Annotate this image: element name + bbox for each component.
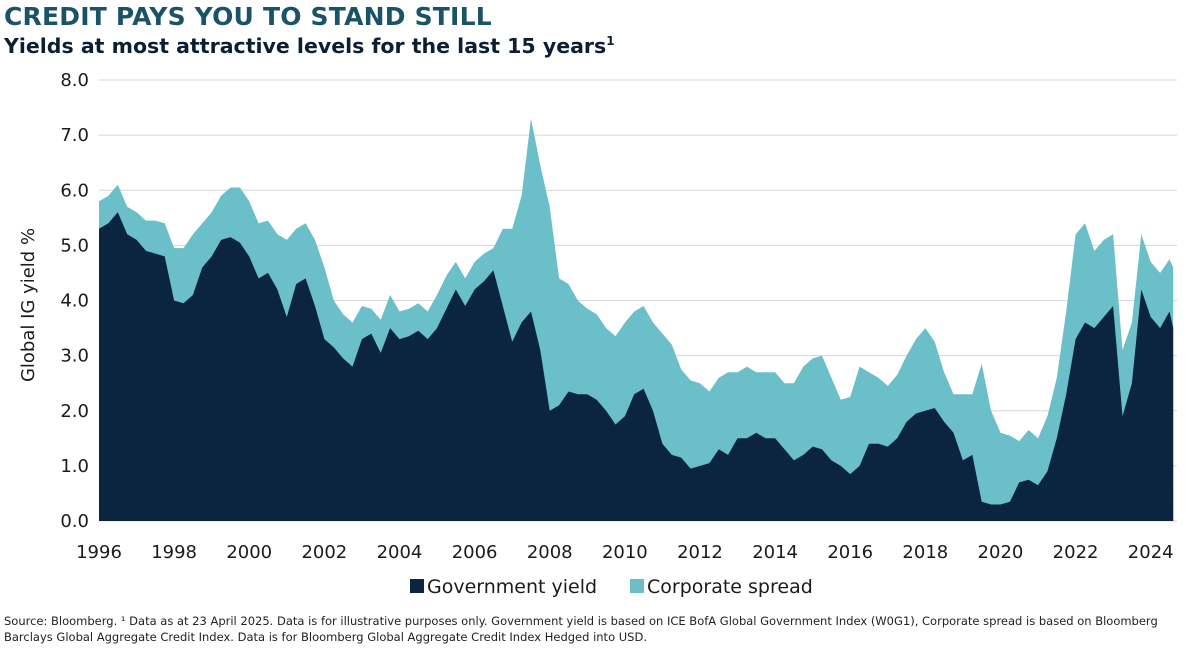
- source-note: Source: Bloomberg. ¹ Data as at 23 April…: [4, 614, 1158, 644]
- chart-title: CREDIT PAYS YOU TO STAND STILL: [4, 2, 492, 31]
- y-tick-label: 2.0: [60, 401, 89, 422]
- x-tick-label: 1998: [151, 542, 197, 563]
- y-axis-ticks: 0.0 1.0 2.0 3.0 4.0 5.0 6.0 7.0 8.0: [60, 70, 89, 532]
- x-tick-label: 2008: [527, 542, 573, 563]
- x-tick-label: 2014: [752, 542, 798, 563]
- legend-label-spread: Corporate spread: [647, 576, 813, 598]
- x-tick-label: 2018: [902, 542, 948, 563]
- x-tick-label: 2022: [1053, 542, 1099, 563]
- x-tick-label: 1996: [76, 542, 122, 563]
- x-tick-label: 2020: [978, 542, 1024, 563]
- legend-label-government: Government yield: [427, 576, 597, 598]
- x-tick-label: 2010: [602, 542, 648, 563]
- y-tick-label: 7.0: [60, 125, 89, 146]
- legend-swatch-spread: [630, 579, 644, 593]
- y-tick-label: 0.0: [60, 511, 89, 532]
- x-tick-label: 2004: [377, 542, 423, 563]
- x-tick-label: 2000: [226, 542, 272, 563]
- x-tick-label: 2012: [677, 542, 723, 563]
- x-tick-label: 2024: [1128, 542, 1174, 563]
- x-axis-ticks: 1996 1998 2000 2002 2004 2006 2008 2010 2012 2014…: [76, 542, 1174, 563]
- x-tick-label: 2016: [827, 542, 873, 563]
- series-areas: [99, 118, 1174, 522]
- chart-subtitle: Yields at most attractive levels for the…: [4, 34, 615, 58]
- legend-swatch-government: [410, 579, 424, 593]
- y-tick-label: 8.0: [60, 70, 89, 91]
- y-tick-label: 6.0: [60, 180, 89, 201]
- stacked-area-chart: 0.0 1.0 2.0 3.0 4.0 5.0 6.0 7.0 8.0 1996 1998 2000…: [18, 70, 1177, 598]
- legend: Government yield Corporate spread: [410, 576, 813, 598]
- y-tick-label: 4.0: [60, 291, 89, 312]
- government-yield-area: [99, 212, 1174, 522]
- x-tick-label: 2006: [452, 542, 498, 563]
- y-axis-label: Global IG yield %: [18, 228, 39, 382]
- x-tick-label: 2002: [301, 542, 347, 563]
- subtitle-footnote-marker: 1: [606, 34, 615, 49]
- y-tick-label: 5.0: [60, 235, 89, 256]
- subtitle-text: Yields at most attractive levels for the…: [4, 34, 607, 58]
- y-tick-label: 3.0: [60, 346, 89, 367]
- y-tick-label: 1.0: [60, 456, 89, 477]
